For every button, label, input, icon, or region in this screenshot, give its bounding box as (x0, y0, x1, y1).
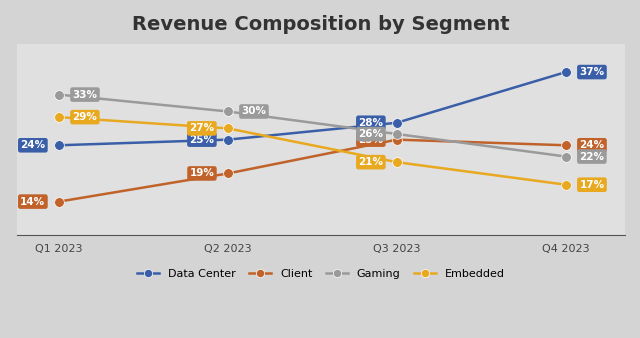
Embedded (393, 160, 401, 164)
Line: Data Center: Data Center (54, 67, 571, 150)
Text: 24%: 24% (579, 140, 605, 150)
Text: 37%: 37% (579, 67, 605, 77)
Text: 29%: 29% (72, 112, 97, 122)
Data Center (55, 143, 63, 147)
Text: 27%: 27% (189, 123, 214, 134)
Text: 30%: 30% (241, 106, 266, 117)
Embedded (562, 183, 570, 187)
Title: Revenue Composition by Segment: Revenue Composition by Segment (132, 15, 509, 34)
Client (224, 171, 232, 175)
Client (562, 143, 570, 147)
Text: 24%: 24% (20, 140, 45, 150)
Text: 33%: 33% (72, 90, 97, 100)
Gaming (224, 110, 232, 114)
Client (393, 138, 401, 142)
Data Center (393, 121, 401, 125)
Data Center (562, 70, 570, 74)
Embedded (55, 115, 63, 119)
Line: Embedded: Embedded (54, 112, 571, 190)
Text: 25%: 25% (358, 135, 383, 145)
Text: 26%: 26% (358, 129, 383, 139)
Text: 19%: 19% (189, 168, 214, 178)
Gaming (55, 93, 63, 97)
Text: 17%: 17% (579, 180, 605, 190)
Client (55, 199, 63, 203)
Text: 28%: 28% (358, 118, 383, 128)
Text: 14%: 14% (20, 197, 45, 207)
Line: Client: Client (54, 135, 571, 207)
Text: 21%: 21% (358, 157, 383, 167)
Text: 25%: 25% (189, 135, 214, 145)
Embedded (224, 126, 232, 130)
Line: Gaming: Gaming (54, 90, 571, 162)
Gaming (393, 132, 401, 136)
Text: 22%: 22% (579, 151, 604, 162)
Legend: Data Center, Client, Gaming, Embedded: Data Center, Client, Gaming, Embedded (132, 264, 509, 284)
Data Center (224, 138, 232, 142)
Gaming (562, 154, 570, 159)
